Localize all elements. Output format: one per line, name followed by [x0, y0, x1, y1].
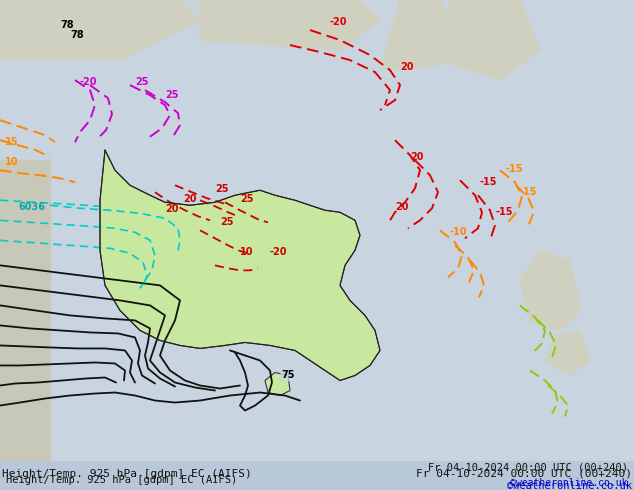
Text: 75: 75 — [281, 370, 295, 381]
Text: Height/Temp. 925 hPa [gdpm] EC (AIFS): Height/Temp. 925 hPa [gdpm] EC (AIFS) — [2, 468, 252, 479]
Text: -20: -20 — [80, 77, 98, 87]
Text: 25: 25 — [215, 184, 228, 194]
Text: 10: 10 — [5, 157, 18, 167]
Text: 20: 20 — [183, 194, 197, 204]
Polygon shape — [265, 372, 290, 395]
Polygon shape — [545, 330, 590, 375]
Text: -10: -10 — [450, 227, 467, 237]
Text: Fr 04-10-2024 00:00 UTC (00+240): Fr 04-10-2024 00:00 UTC (00+240) — [416, 468, 632, 479]
Polygon shape — [0, 0, 200, 60]
Text: -15: -15 — [480, 177, 498, 187]
Polygon shape — [520, 250, 580, 330]
Polygon shape — [380, 0, 460, 70]
Text: 25: 25 — [135, 77, 148, 87]
Text: 15: 15 — [5, 137, 18, 147]
Text: 20: 20 — [410, 152, 424, 162]
Text: 78: 78 — [70, 30, 84, 40]
Polygon shape — [0, 160, 50, 461]
Text: -20: -20 — [270, 247, 287, 257]
Polygon shape — [440, 0, 540, 80]
Polygon shape — [100, 150, 380, 381]
Text: -15: -15 — [520, 187, 538, 197]
Text: 6036: 6036 — [18, 202, 45, 212]
Text: 20: 20 — [165, 204, 179, 214]
Text: ©weatheronline.co.uk: ©weatheronline.co.uk — [507, 481, 632, 490]
Text: -15: -15 — [505, 164, 522, 174]
Text: 10: 10 — [240, 247, 254, 257]
Text: Fr 04-10-2024 00:00 UTC (00+240): Fr 04-10-2024 00:00 UTC (00+240) — [428, 463, 628, 473]
Polygon shape — [200, 0, 380, 50]
Text: Height/Temp. 925 hPa [gdpm] EC (AIFS): Height/Temp. 925 hPa [gdpm] EC (AIFS) — [6, 475, 238, 485]
Text: 20: 20 — [395, 202, 408, 212]
Text: 78: 78 — [60, 20, 74, 30]
Text: 25: 25 — [240, 194, 254, 204]
Text: 25: 25 — [220, 217, 233, 227]
Text: ©weatheronline.co.uk: ©weatheronline.co.uk — [510, 478, 628, 488]
Text: 25: 25 — [165, 90, 179, 100]
Text: -15: -15 — [495, 207, 512, 217]
Text: 20: 20 — [400, 62, 413, 72]
Text: -20: -20 — [330, 17, 347, 27]
